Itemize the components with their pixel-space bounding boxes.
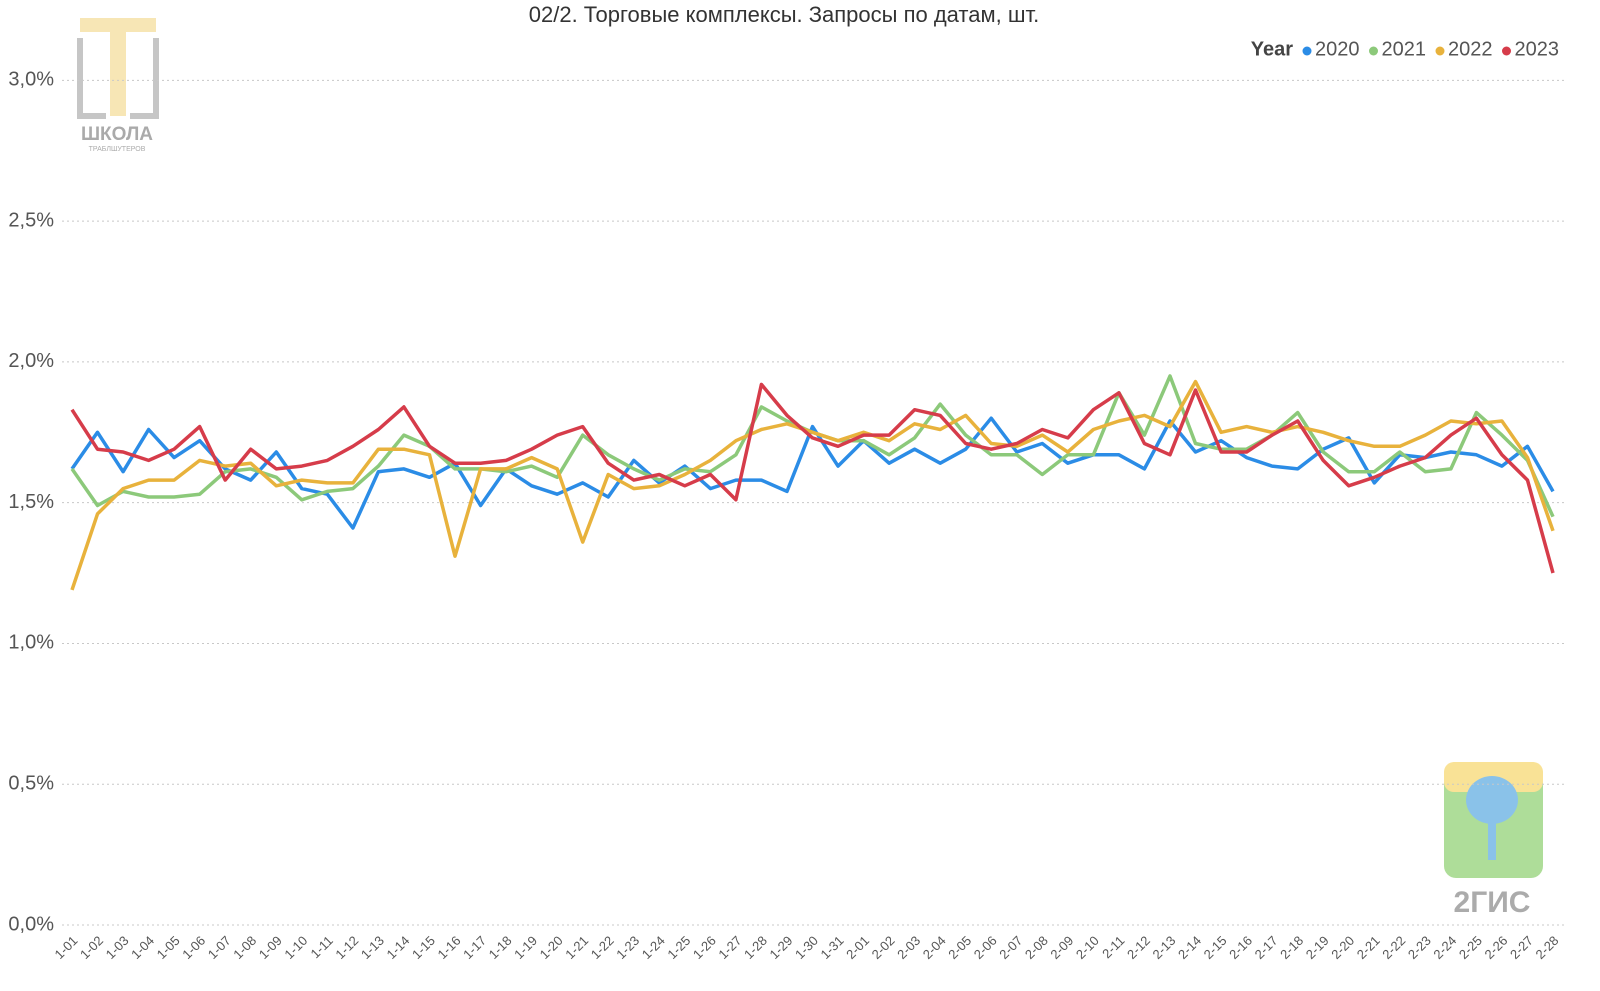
x-tick-label: 1-31 xyxy=(818,933,847,962)
school-logo: ШКОЛА ТРАБЛШУТЕРОВ xyxy=(77,18,159,153)
x-tick-label: 2-22 xyxy=(1379,933,1408,962)
x-tick-label: 1-19 xyxy=(511,933,540,962)
x-tick-label: 2-26 xyxy=(1481,933,1510,962)
x-tick-label: 1-01 xyxy=(52,933,81,962)
legend-marker xyxy=(1302,46,1312,56)
x-tick-label: 2-10 xyxy=(1073,933,1102,962)
y-tick-label: 0,0% xyxy=(8,913,54,935)
x-tick-label: 1-29 xyxy=(767,933,796,962)
logo-text: ШКОЛА xyxy=(81,124,153,145)
x-tick-label: 1-02 xyxy=(77,933,106,962)
legend-title: Year xyxy=(1251,38,1293,60)
x-tick-label: 1-20 xyxy=(537,933,566,962)
legend-marker xyxy=(1435,46,1445,56)
logo-shape xyxy=(1466,776,1518,824)
x-tick-label: 2-08 xyxy=(1022,933,1051,962)
x-tick-label: 2-15 xyxy=(1201,933,1230,962)
legend: Year 2020 2021 2022 2023 xyxy=(1251,38,1559,60)
logo-shape xyxy=(110,32,126,116)
legend-label: 2020 xyxy=(1315,38,1360,60)
legend-label: 2021 xyxy=(1382,38,1427,60)
y-tick-label: 2,0% xyxy=(8,350,54,372)
x-tick-label: 2-28 xyxy=(1533,933,1562,962)
x-tick-label: 2-24 xyxy=(1430,933,1459,962)
x-tick-label: 1-28 xyxy=(741,933,770,962)
x-tick-label: 1-18 xyxy=(486,933,515,962)
chart-title: 02/2. Торговые комплексы. Запросы по дат… xyxy=(529,2,1039,27)
x-tick-label: 1-08 xyxy=(230,933,259,962)
x-tick-label: 1-25 xyxy=(664,933,693,962)
y-tick-label: 1,0% xyxy=(8,632,54,654)
x-tick-label: 2-06 xyxy=(971,933,1000,962)
x-tick-label: 2-19 xyxy=(1303,933,1332,962)
x-tick-label: 1-10 xyxy=(281,933,310,962)
logo-subtext: ТРАБЛШУТЕРОВ xyxy=(89,146,146,153)
x-tick-label: 2-05 xyxy=(945,933,974,962)
legend-marker xyxy=(1369,46,1378,56)
x-tick-label: 2-16 xyxy=(1226,933,1255,962)
x-tick-label: 1-22 xyxy=(588,933,617,962)
x-tick-label: 1-24 xyxy=(639,933,668,962)
brand-logo: 2ГИС xyxy=(1444,762,1543,919)
x-tick-label: 2-27 xyxy=(1507,933,1536,962)
series-line xyxy=(70,382,1555,574)
x-tick-label: 1-30 xyxy=(792,933,821,962)
x-tick-label: 1-06 xyxy=(179,933,208,962)
x-tick-label: 1-11 xyxy=(308,933,336,961)
x-tick-label: 1-03 xyxy=(103,933,132,962)
x-tick-label: 2-01 xyxy=(843,933,872,962)
x-tick-label: 1-21 xyxy=(562,933,591,962)
x-tick-label: 1-15 xyxy=(409,933,438,962)
x-tick-label: 2-25 xyxy=(1456,933,1485,962)
x-tick-label: 2-09 xyxy=(1047,933,1076,962)
x-tick-label: 1-07 xyxy=(205,933,234,962)
y-tick-label: 1,5% xyxy=(8,491,54,513)
x-tick-label: 2-02 xyxy=(869,933,898,962)
legend-marker xyxy=(1502,46,1511,56)
legend-label: 2023 xyxy=(1515,38,1560,60)
x-tick-label: 2-12 xyxy=(1124,933,1153,962)
logo-shape xyxy=(77,38,159,119)
x-tick-label: 1-05 xyxy=(154,933,183,962)
x-tick-label: 1-17 xyxy=(460,933,489,962)
y-tick-label: 2,5% xyxy=(8,209,54,231)
x-tick-label: 1-12 xyxy=(332,933,361,962)
y-tick-label: 3,0% xyxy=(8,69,54,91)
x-tick-label: 1-26 xyxy=(690,933,719,962)
x-tick-label: 2-11 xyxy=(1099,933,1127,961)
x-tick-label: 2-07 xyxy=(996,933,1025,962)
x-tick-label: 2-23 xyxy=(1405,933,1434,962)
x-tick-label: 1-09 xyxy=(256,933,285,962)
logo-shape xyxy=(80,18,156,32)
series-line xyxy=(70,379,1555,591)
legend-label: 2022 xyxy=(1448,38,1493,60)
series-line xyxy=(70,416,1555,530)
x-tick-label: 1-23 xyxy=(613,933,642,962)
x-tick-label: 1-16 xyxy=(435,933,464,962)
x-tick-label: 2-17 xyxy=(1252,933,1281,962)
x-tick-label: 2-03 xyxy=(894,933,923,962)
x-tick-label: 2-20 xyxy=(1328,933,1357,962)
x-tick-label: 2-13 xyxy=(1150,933,1179,962)
x-tick-label: 2-18 xyxy=(1277,933,1306,962)
y-tick-label: 0,5% xyxy=(8,773,54,795)
logo-text: 2ГИС xyxy=(1454,886,1531,919)
x-tick-label: 2-21 xyxy=(1354,933,1383,962)
x-tick-label: 1-13 xyxy=(358,933,387,962)
logo-shape xyxy=(1488,815,1496,860)
x-tick-label: 2-14 xyxy=(1175,933,1204,962)
x-tick-label: 1-04 xyxy=(128,933,157,962)
x-tick-label: 1-14 xyxy=(383,933,412,962)
x-tick-label: 1-27 xyxy=(715,933,744,962)
x-tick-label: 2-04 xyxy=(920,933,949,962)
